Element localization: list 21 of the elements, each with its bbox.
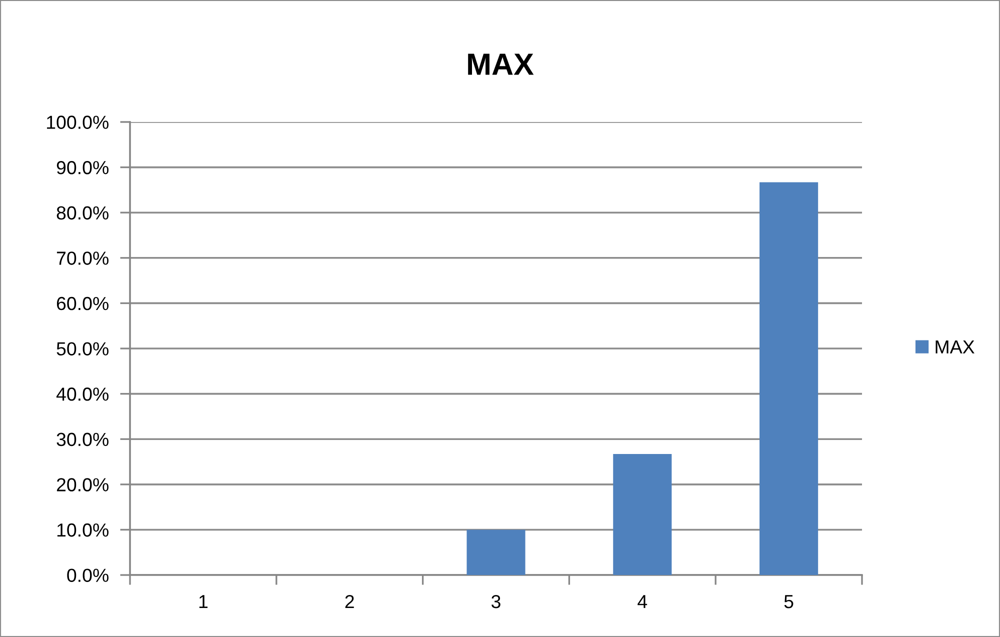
- y-tick-label: 80.0%: [56, 206, 108, 220]
- y-tick-label: 50.0%: [56, 342, 108, 356]
- chart-title: MAX: [468, 54, 534, 75]
- y-tick-label: 90.0%: [56, 160, 108, 174]
- y-tick-label: 40.0%: [56, 388, 108, 401]
- x-tick-label: 2: [345, 594, 354, 608]
- y-tick-label: 10.0%: [57, 523, 108, 537]
- y-tick-label: 0.0%: [67, 568, 108, 582]
- bar: [613, 454, 672, 576]
- y-tick-label: 20.0%: [56, 478, 108, 492]
- x-tick-label: 5: [784, 595, 794, 608]
- bar: [760, 182, 818, 576]
- y-tick-label: 60.0%: [56, 296, 108, 310]
- legend-label: MAX: [936, 340, 974, 354]
- x-tick-label: 1: [199, 595, 208, 608]
- y-tick-label: 100.0%: [47, 116, 109, 129]
- y-tick-label: 70.0%: [56, 252, 108, 265]
- x-tick-label: 3: [492, 594, 500, 608]
- bar: [466, 530, 526, 576]
- y-tick-label: 30.0%: [56, 432, 108, 446]
- x-tick-label: 4: [638, 595, 648, 608]
